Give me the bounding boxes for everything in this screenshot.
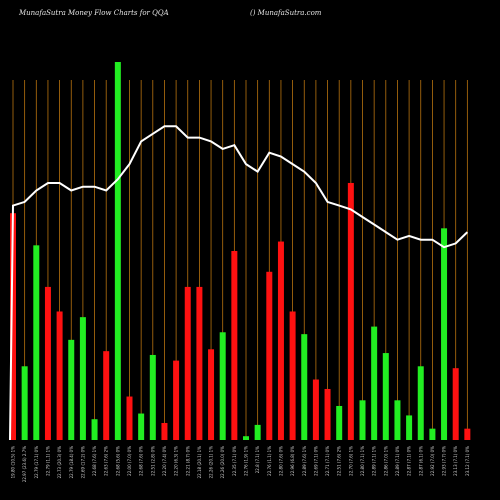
x-tick-label: 22.26 (20.1) 1%: [209, 446, 214, 479]
bar: [324, 388, 331, 440]
x-tick-label: 19.80 (10.5) 1%: [11, 446, 16, 479]
bar: [149, 354, 156, 440]
bar: [441, 228, 448, 440]
x-tick-label: 22.76 (1.9) 1%: [244, 446, 249, 476]
x-tick-label: 22.26 (20.0) 0%: [220, 446, 225, 479]
bar: [33, 245, 40, 440]
x-tick-label: 22.89 (7.1) 1%: [372, 446, 377, 476]
bar: [184, 286, 191, 440]
series-line: [9, 125, 469, 441]
bar: [417, 366, 424, 440]
bar: [219, 332, 226, 440]
x-tick-label: 22.76 (1.1) 1%: [267, 446, 272, 476]
bar: [452, 368, 459, 440]
x-tick-label: 22.68 (7.6) 0%: [139, 446, 144, 476]
bar: [161, 422, 168, 440]
x-tick-label: 22.87 (7.1) 0%: [407, 446, 412, 476]
bar: [371, 326, 378, 440]
x-tick-label: 22.18 (20.1) 1%: [197, 446, 202, 479]
bar: [359, 400, 366, 440]
x-tick-label: 22.97 (23.6) 2.7%: [22, 446, 27, 482]
bar: [196, 286, 203, 440]
bar: [208, 349, 215, 440]
bar: [312, 379, 319, 440]
x-tick-label: 22.80 (7.1) 1%: [360, 446, 365, 476]
x-tick-label: 22.21 (8.7) 0%: [185, 446, 190, 476]
bar: [126, 396, 133, 440]
bar: [56, 311, 63, 440]
x-tick-label: 22.69 (7.1) 0%: [313, 446, 318, 476]
x-tick-label: 22.87 (6.1) 0%: [418, 446, 423, 476]
bar: [347, 182, 354, 440]
x-tick-label: 22.68 (7.6) 1%: [92, 446, 97, 476]
bar: [254, 424, 261, 440]
x-tick-label: 22.96 (6.8) 0%: [290, 446, 295, 476]
x-tick-label: 23.13 (7.1) 0%: [453, 446, 458, 476]
x-tick-label: 22.80 (7.6) 0%: [278, 446, 283, 476]
bar: [10, 213, 16, 440]
bar: [68, 339, 75, 440]
x-tick-label: 22.20 (7.4) 0%: [162, 446, 167, 476]
x-tick-label: 22.79 (18.4) 0%: [69, 446, 74, 479]
bar: [243, 436, 249, 440]
bar: [406, 415, 413, 440]
x-tick-label: 22.70 (7.6) 1%: [348, 446, 353, 476]
site-credit: () MunafaSutra.com: [250, 9, 322, 17]
x-tick-label: 22.92 (7.0) 0%: [430, 446, 435, 476]
x-tick-label: 22.51 (2.8) 0%: [150, 446, 155, 476]
x-tick-label: 22.69 (17.2) 0%: [80, 446, 85, 479]
x-tick-label: 22.89 (7.6) 1%: [302, 446, 307, 476]
bar: [91, 419, 98, 440]
bar: [138, 413, 145, 440]
bar: [336, 405, 343, 440]
bar: [103, 351, 110, 440]
x-tick-label: 23.12 (7.1) 0%: [465, 446, 470, 476]
bar: [429, 428, 436, 440]
chart-title: MunafaSutra Money Flow Charts for QQA: [19, 9, 169, 17]
x-tick-label: 22.79 (1.1) 1%: [45, 446, 50, 476]
bar: [79, 317, 86, 440]
bar: [173, 360, 180, 440]
bar: [289, 311, 296, 440]
x-tick-label: 22.79 (17.1) 0%: [34, 446, 39, 479]
x-tick-label: 22.51 (7.6) 2%: [337, 446, 342, 476]
x-tick-label: 22.63 (7.6) 2%: [104, 446, 109, 476]
bar: [464, 428, 471, 440]
bar: [301, 334, 308, 440]
bar: [21, 366, 28, 440]
x-tick-label: 22.8 (7.1) 1%: [255, 446, 260, 473]
x-tick-label: 22.35 (7.1) 0%: [232, 446, 237, 476]
x-tick-label: 22.00 (7.0) 0%: [127, 446, 132, 476]
bar: [266, 271, 273, 440]
bar: [382, 353, 389, 440]
x-tick-label: 22.20 (6.3) 1%: [174, 446, 179, 476]
x-tick-label: 22.86 (7.0) 1%: [383, 446, 388, 476]
bar: [114, 62, 121, 440]
bar: [277, 241, 284, 440]
x-tick-label: 22.89 (7.1) 0%: [395, 446, 400, 476]
x-tick-label: 22.93 (7.7) 0%: [442, 446, 447, 476]
x-tick-label: 22.71 (7.1) 0%: [325, 446, 330, 476]
bar: [394, 400, 401, 440]
bar: [231, 251, 238, 440]
x-tick-label: 22.73 (20.3) 0%: [57, 446, 62, 479]
x-tick-label: 22.68 (5.6) 0%: [115, 446, 120, 476]
bar: [44, 286, 51, 440]
